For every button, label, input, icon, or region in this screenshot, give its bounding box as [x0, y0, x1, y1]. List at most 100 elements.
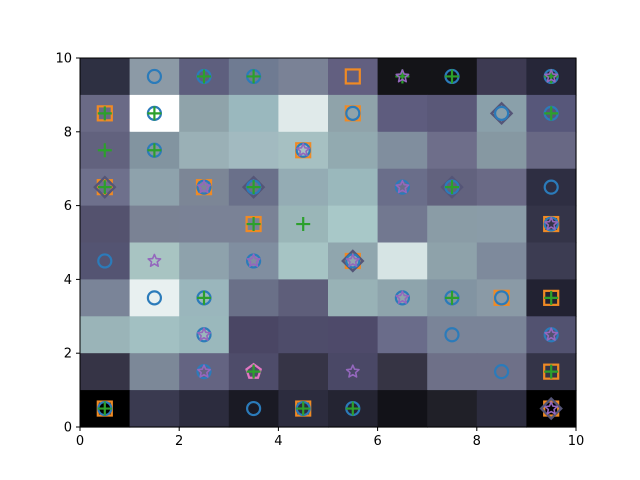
- board-cell[interactable]: [377, 279, 428, 317]
- board-piece[interactable]: [245, 362, 263, 379]
- board-piece[interactable]: [444, 290, 460, 306]
- board-cell[interactable]: [278, 94, 329, 133]
- board-piece[interactable]: [543, 363, 560, 380]
- board-piece[interactable]: [345, 400, 361, 417]
- board-piece[interactable]: [440, 175, 464, 199]
- board-cell[interactable]: [278, 131, 329, 170]
- board-piece[interactable]: [543, 68, 559, 85]
- board-cell[interactable]: [278, 168, 329, 207]
- board-piece[interactable]: [241, 175, 266, 199]
- board-cell[interactable]: [328, 94, 379, 133]
- board-cell[interactable]: [228, 242, 279, 281]
- board-piece[interactable]: [96, 105, 113, 122]
- board-piece[interactable]: [296, 217, 311, 232]
- board-piece[interactable]: [196, 68, 212, 85]
- board-cell[interactable]: [179, 94, 230, 133]
- board-piece[interactable]: [344, 68, 361, 85]
- board-piece[interactable]: [341, 249, 365, 273]
- board-cell[interactable]: [328, 205, 379, 244]
- board-cell[interactable]: [526, 205, 577, 244]
- board-cell[interactable]: [526, 316, 577, 354]
- board-cell[interactable]: [80, 205, 131, 244]
- board-cell[interactable]: [129, 279, 180, 317]
- board-cell[interactable]: [476, 279, 527, 317]
- board-cell[interactable]: [228, 131, 279, 170]
- board-piece[interactable]: [543, 105, 559, 121]
- board-cell[interactable]: [129, 353, 180, 391]
- board-cell[interactable]: [328, 353, 379, 391]
- board-piece[interactable]: [97, 143, 112, 158]
- board-cell[interactable]: [476, 242, 527, 281]
- board-piece[interactable]: [93, 175, 117, 199]
- board-cell[interactable]: [328, 242, 379, 281]
- board-piece[interactable]: [394, 179, 410, 195]
- board-piece[interactable]: [246, 68, 262, 85]
- board-cell[interactable]: [278, 58, 329, 96]
- board-cell[interactable]: [129, 168, 180, 207]
- board-cell[interactable]: [476, 131, 527, 170]
- board-cell[interactable]: [80, 279, 131, 317]
- board-piece[interactable]: [344, 105, 361, 122]
- board-cell[interactable]: [427, 390, 478, 428]
- board-piece[interactable]: [147, 253, 162, 268]
- board-cell[interactable]: [80, 353, 131, 391]
- board-cell[interactable]: [278, 242, 329, 281]
- board-cell[interactable]: [179, 390, 230, 428]
- board-cell[interactable]: [377, 168, 428, 207]
- board-cell[interactable]: [526, 168, 577, 207]
- board-cell[interactable]: [129, 205, 180, 244]
- board-cell[interactable]: [328, 58, 379, 96]
- board-cell[interactable]: [377, 94, 428, 133]
- board-cell[interactable]: [328, 168, 379, 207]
- board-piece[interactable]: [146, 142, 162, 158]
- board-piece[interactable]: [195, 179, 213, 196]
- board-cell[interactable]: [179, 242, 230, 281]
- board-cell[interactable]: [427, 316, 478, 354]
- board-piece[interactable]: [489, 101, 514, 126]
- board-piece[interactable]: [97, 253, 113, 269]
- board-cell[interactable]: [427, 94, 478, 133]
- board-cell[interactable]: [377, 131, 428, 170]
- board-cell[interactable]: [476, 316, 527, 354]
- board-cell[interactable]: [427, 242, 478, 281]
- board-cell[interactable]: [476, 58, 527, 96]
- board-piece[interactable]: [146, 68, 162, 85]
- board-cell[interactable]: [129, 390, 180, 428]
- board-piece[interactable]: [246, 400, 262, 417]
- board-cell[interactable]: [476, 94, 527, 133]
- board-cell[interactable]: [476, 205, 527, 244]
- board-cell[interactable]: [129, 58, 180, 96]
- board-cell[interactable]: [328, 279, 379, 317]
- board-piece[interactable]: [543, 327, 559, 343]
- board-piece[interactable]: [345, 364, 360, 378]
- board-cell[interactable]: [476, 168, 527, 207]
- board-cell[interactable]: [427, 353, 478, 391]
- board-piece[interactable]: [245, 215, 262, 233]
- board-cell[interactable]: [179, 205, 230, 244]
- board-piece[interactable]: [96, 400, 113, 417]
- board-cell[interactable]: [278, 316, 329, 354]
- board-piece[interactable]: [539, 396, 563, 421]
- board-cell[interactable]: [526, 131, 577, 170]
- board-piece[interactable]: [295, 142, 312, 159]
- board-cell[interactable]: [129, 242, 180, 281]
- board-cell[interactable]: [278, 279, 329, 317]
- board-cell[interactable]: [228, 316, 279, 354]
- board-cell[interactable]: [228, 94, 279, 133]
- board-piece[interactable]: [246, 253, 262, 269]
- board-cell[interactable]: [80, 58, 131, 96]
- board-piece[interactable]: [295, 400, 312, 417]
- board-cell[interactable]: [427, 131, 478, 170]
- board-piece[interactable]: [196, 290, 212, 306]
- board-cell[interactable]: [80, 316, 131, 354]
- board-cell[interactable]: [179, 168, 230, 207]
- board-cell[interactable]: [228, 279, 279, 317]
- board-piece[interactable]: [146, 290, 162, 306]
- board-cell[interactable]: [228, 390, 279, 428]
- board-cell[interactable]: [476, 353, 527, 391]
- board-cell[interactable]: [377, 242, 428, 281]
- board-piece[interactable]: [494, 364, 510, 380]
- board-cell[interactable]: [328, 316, 379, 354]
- board-cell[interactable]: [179, 131, 230, 170]
- board-cell[interactable]: [129, 316, 180, 354]
